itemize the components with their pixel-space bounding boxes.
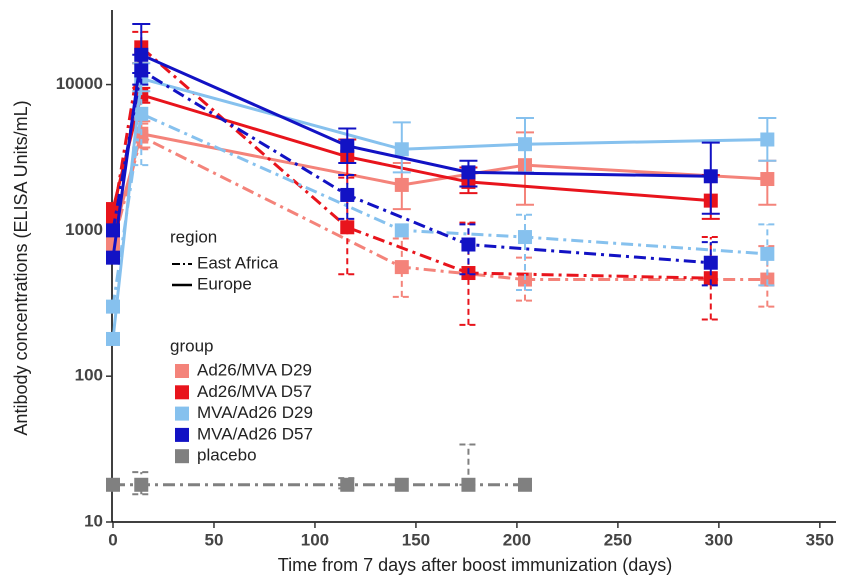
series-line <box>111 44 711 280</box>
point <box>703 169 718 184</box>
legend-label: Ad26/MVA D29 <box>197 360 312 379</box>
point <box>134 47 149 62</box>
y-axis-title: Antibody concentrations (ELISA Units/mL) <box>11 100 31 435</box>
x-tick-label: 350 <box>806 530 834 549</box>
x-axis-title: Time from 7 days after boost immunizatio… <box>278 555 672 575</box>
y-tick-label: 10000 <box>56 74 103 93</box>
point <box>106 331 120 346</box>
point <box>517 137 532 152</box>
point <box>134 106 149 121</box>
point <box>517 477 532 492</box>
series-line <box>111 76 768 340</box>
y-tick-label: 1000 <box>65 220 103 239</box>
point <box>394 223 409 238</box>
legend-key <box>175 449 189 464</box>
y-tick-label: 10 <box>84 511 103 530</box>
point <box>340 220 355 235</box>
point <box>461 477 476 492</box>
error-bar <box>392 237 411 298</box>
point <box>394 142 409 157</box>
point <box>703 271 718 286</box>
legend-label: Europe <box>197 274 252 293</box>
point <box>134 477 149 492</box>
point <box>703 255 718 270</box>
point <box>394 177 409 192</box>
legend-label: placebo <box>197 446 257 465</box>
point <box>106 299 120 314</box>
legend-label: MVA/Ad26 D57 <box>197 424 313 443</box>
x-tick-label: 0 <box>108 530 117 549</box>
series-line <box>111 132 768 238</box>
point <box>340 138 355 153</box>
legend-title: region <box>170 227 217 246</box>
point <box>517 230 532 245</box>
x-tick-label: 100 <box>301 530 329 549</box>
point <box>394 260 409 275</box>
y-tick-label: 100 <box>75 366 103 385</box>
legend-label: MVA/Ad26 D29 <box>197 403 313 422</box>
x-tick-label: 200 <box>503 530 531 549</box>
legend-label: East Africa <box>197 253 279 272</box>
point <box>760 132 775 147</box>
x-tick-label: 300 <box>705 530 733 549</box>
point <box>106 477 120 492</box>
x-tick-label: 150 <box>402 530 430 549</box>
series-line <box>111 92 711 210</box>
error-bar <box>515 213 534 292</box>
point <box>340 187 355 202</box>
legend-label: Ad26/MVA D57 <box>197 382 312 401</box>
legend-key <box>175 364 189 378</box>
point <box>134 63 149 78</box>
point <box>394 477 409 492</box>
point <box>760 246 775 261</box>
point <box>106 223 120 238</box>
point <box>340 477 355 492</box>
legend-key <box>175 406 189 421</box>
point <box>461 237 476 252</box>
legend-title: group <box>170 336 213 355</box>
point <box>760 172 775 187</box>
x-tick-label: 50 <box>205 530 224 549</box>
legend-key <box>175 385 189 400</box>
legend-key <box>175 427 189 442</box>
point <box>106 250 120 265</box>
point <box>461 165 476 180</box>
x-tick-label: 250 <box>604 530 632 549</box>
